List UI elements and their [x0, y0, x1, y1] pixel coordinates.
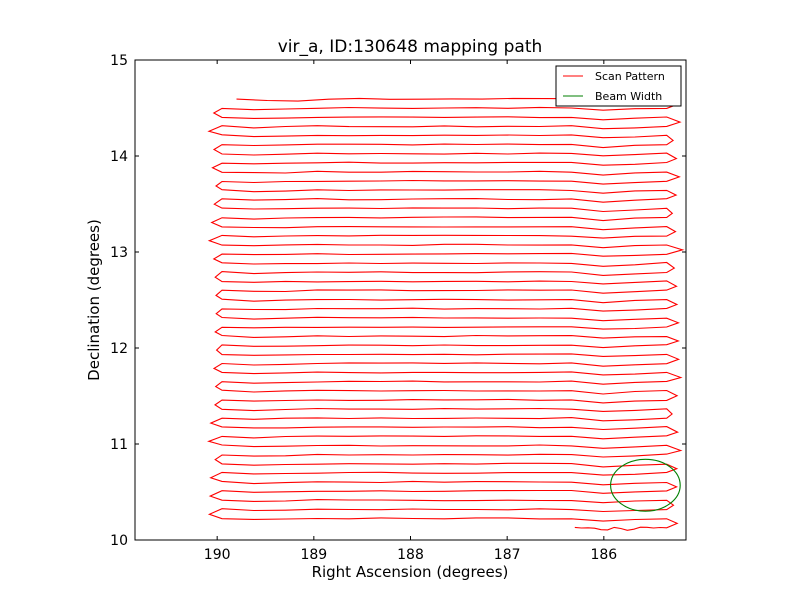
- y-axis-label: Declination (degrees): [85, 219, 103, 381]
- series-layer: [207, 97, 685, 531]
- legend-label-beam-width: Beam Width: [595, 90, 662, 103]
- x-tick-label: 186: [590, 547, 617, 563]
- y-tick-label: 14: [110, 149, 128, 165]
- y-tick-label: 13: [110, 245, 128, 261]
- x-tick-label: 188: [397, 547, 424, 563]
- y-tick-label: 11: [110, 437, 128, 453]
- x-tick-label: 190: [204, 547, 231, 563]
- scan-pattern-line: [207, 97, 685, 531]
- x-tick-label: 189: [300, 547, 327, 563]
- y-tick-label: 12: [110, 341, 128, 357]
- legend-box: [555, 65, 682, 107]
- plot-area: 190 189 188 187 186 10 11 12 13 14 15: [110, 53, 687, 563]
- beam-width-circle: [610, 458, 681, 512]
- x-tick-label: 187: [494, 547, 521, 563]
- x-axis-label: Right Ascension (degrees): [312, 563, 509, 581]
- tick-layer: 190 189 188 187 186 10 11 12 13 14 15: [110, 53, 686, 563]
- legend: Scan Pattern Beam Width: [555, 65, 682, 107]
- y-tick-label: 10: [110, 533, 128, 549]
- y-tick-label: 15: [110, 53, 128, 69]
- chart-title: vir_a, ID:130648 mapping path: [278, 37, 543, 57]
- legend-label-scan-pattern: Scan Pattern: [595, 70, 665, 83]
